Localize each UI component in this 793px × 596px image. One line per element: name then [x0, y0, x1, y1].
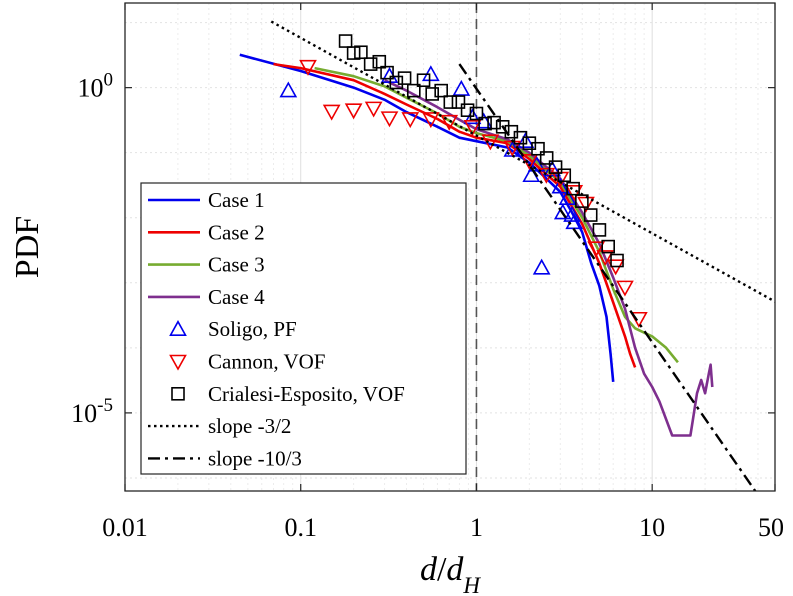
y-tick-exponent: 0: [104, 70, 114, 91]
x-tick-label: 10: [639, 513, 665, 542]
data-point: [478, 116, 492, 131]
y-tick-base: 10: [71, 399, 97, 428]
data-point: [596, 250, 615, 267]
legend-entry-case-4: Case 4: [148, 285, 265, 309]
legend-entry-crialesi-esposito-vof: Crialesi-Esposito, VOF: [171, 382, 405, 406]
x-tick-label: 0.01: [102, 513, 148, 542]
data-point: [587, 241, 606, 258]
data-point: [406, 83, 421, 98]
legend-entry-case-3: Case 3: [148, 253, 265, 277]
data-point: [460, 103, 475, 117]
data-point: [364, 101, 383, 118]
legend: Case 1 Case 2 Case 3 Case 4 Soligo, PF Cannon…: [140, 182, 467, 475]
data-point: [610, 253, 624, 268]
data-point: [516, 132, 535, 149]
data-point: [463, 119, 482, 136]
data-point: [425, 87, 439, 101]
data-point: [566, 181, 580, 196]
slope-3-2-line: [270, 20, 775, 303]
data-point: [451, 95, 466, 109]
tick-labels: 0.01 0.1 1 10 50 10-5 100: [71, 70, 784, 542]
legend-label: Cannon, VOF: [208, 350, 325, 374]
legend-label: Crialesi-Esposito, VOF: [208, 382, 405, 406]
legend-label: Case 3: [208, 253, 265, 277]
slope-10-3-line: [458, 63, 757, 491]
data-point: [592, 223, 607, 237]
legend-entry-slope-10-3: slope -10/3: [148, 446, 302, 470]
data-point: [532, 258, 551, 275]
data-point: [397, 71, 412, 85]
data-point: [443, 95, 458, 109]
data-point: [601, 239, 615, 254]
data-point: [344, 103, 363, 120]
data-point: [299, 59, 317, 76]
data-point: [363, 57, 378, 71]
data-point: [421, 112, 440, 129]
data-point: [539, 151, 554, 165]
data-point: [372, 54, 387, 69]
data-point: [380, 65, 394, 80]
x-tick-label: 50: [758, 513, 784, 542]
data-point: [389, 75, 404, 90]
data-point: [346, 46, 361, 60]
data-point: [416, 73, 431, 88]
x-tick-label: 0.1: [284, 513, 317, 542]
legend-label: Case 4: [208, 285, 265, 309]
y-tick-label: 10-5: [71, 395, 113, 428]
legend-label: Case 1: [208, 188, 265, 212]
data-point: [279, 81, 298, 98]
legend-label: slope -3/2: [208, 414, 291, 438]
data-point: [563, 205, 581, 222]
legend-entry-case-1: Case 1: [148, 188, 265, 212]
data-point: [553, 203, 572, 220]
data-point: [557, 168, 572, 183]
data-point: [558, 189, 577, 205]
legend-label: Soligo, PF: [208, 317, 297, 341]
data-point: [531, 141, 545, 156]
data-point: [380, 111, 399, 128]
case-2-line: [273, 62, 637, 368]
data-point: [354, 45, 368, 60]
data-point: [322, 104, 341, 121]
series-layer: [239, 20, 775, 491]
data-point: [495, 119, 510, 134]
legend-label: Case 2: [208, 220, 265, 244]
data-point: [469, 106, 484, 121]
legend-box: [140, 182, 467, 475]
y-axis-label: PDF: [9, 216, 46, 278]
y-tick-base: 10: [78, 74, 104, 103]
legend-marker: [169, 354, 187, 371]
data-point: [565, 185, 584, 201]
data-point: [338, 34, 353, 48]
ticks: [124, 3, 776, 491]
case-4-line: [384, 79, 714, 437]
data-point: [616, 280, 634, 297]
data-point: [401, 112, 420, 129]
legend-marker: [169, 320, 187, 337]
legend-label: slope -10/3: [208, 446, 302, 470]
crialesi-esposito-vof-markers: [338, 34, 624, 268]
data-point: [487, 115, 501, 130]
legend-entry-slope-3-2: slope -3/2: [148, 414, 291, 438]
x-axis-label: d/dH: [420, 551, 481, 596]
data-point: [434, 83, 448, 98]
y-tick-exponent: -5: [97, 395, 113, 416]
legend-entry-case-2: Case 2: [148, 220, 265, 244]
case-1-line: [239, 53, 615, 383]
data-point: [452, 79, 471, 96]
y-tick-label: 100: [78, 70, 114, 103]
legend-entry-cannon-vof: Cannon, VOF: [169, 350, 325, 374]
plot-frame: [124, 2, 776, 492]
legend-entry-soligo-pf: Soligo, PF: [169, 317, 297, 341]
data-point: [548, 160, 563, 174]
data-point: [551, 177, 570, 194]
x-tick-label: 1: [470, 513, 483, 542]
data-point: [440, 114, 459, 131]
data-point: [583, 208, 598, 222]
legend-marker: [171, 386, 185, 401]
